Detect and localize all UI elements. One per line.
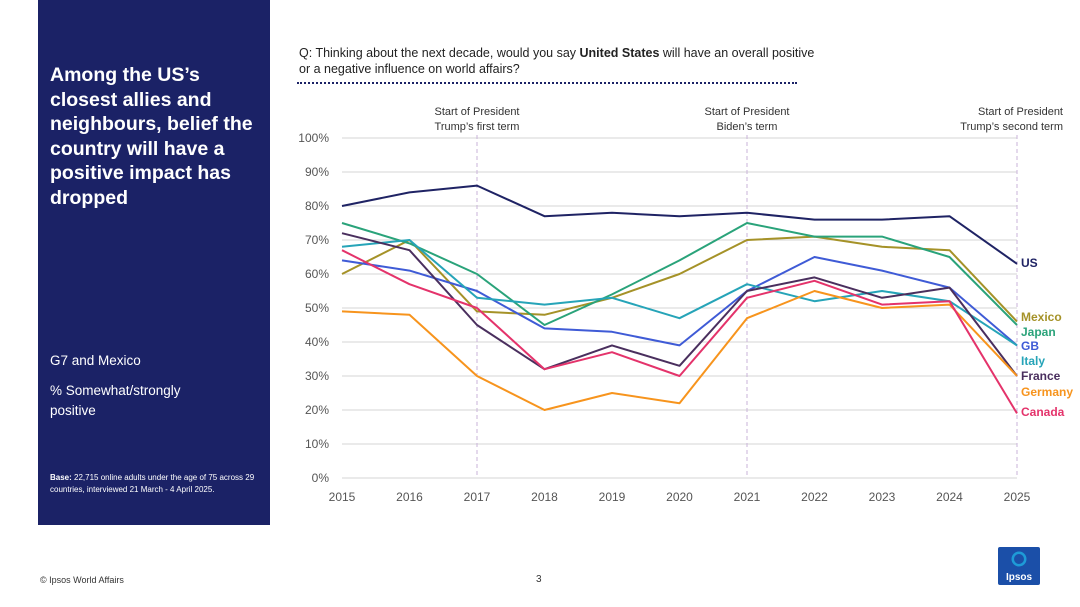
ipsos-logo: Ipsos: [998, 547, 1040, 585]
measure-label: % Somewhat/strongly positive: [50, 383, 181, 418]
x-tick-label: 2015: [329, 490, 356, 504]
series-line-france: [341, 232, 1018, 377]
series-label-canada: Canada: [1021, 405, 1065, 419]
x-axis: 2015 2016 2017 2018 2019 2020 2021 2022 2023 2024…: [329, 490, 1031, 504]
y-tick-label: 50%: [305, 301, 329, 315]
series-line-gb: [341, 256, 1018, 347]
series-label-japan: Japan: [1021, 325, 1056, 339]
y-tick-label: 30%: [305, 369, 329, 383]
event-annotation-line: Start of President: [435, 106, 520, 118]
x-tick-label: 2020: [666, 490, 693, 504]
event-annotation-line: Start of President: [705, 106, 790, 118]
y-tick-label: 0%: [312, 471, 330, 485]
series-label-gb: GB: [1021, 339, 1039, 353]
y-tick-label: 70%: [305, 233, 329, 247]
x-tick-label: 2016: [396, 490, 423, 504]
series-line-japan: [341, 222, 1018, 326]
series-line-germany: [341, 290, 1018, 411]
logo-text: Ipsos: [1006, 572, 1033, 583]
event-annotation-line: Start of President: [978, 106, 1063, 118]
copyright: © Ipsos World Affairs: [40, 575, 124, 585]
slide-title: Among the US’s closest allies and neighb…: [50, 64, 253, 209]
y-tick-label: 100%: [298, 131, 329, 145]
series-label-germany: Germany: [1021, 385, 1073, 399]
survey-question: Q: Thinking about the next decade, would…: [299, 45, 819, 77]
event-lines: [476, 135, 1018, 478]
x-tick-label: 2019: [599, 490, 626, 504]
series-label-mexico: Mexico: [1021, 310, 1062, 324]
series-lines: [341, 184, 1018, 414]
question-prefix: Q: Thinking about the next decade, would…: [299, 46, 580, 60]
series-label-us: US: [1021, 256, 1038, 270]
series-line-canada: [341, 249, 1018, 414]
sidebar-panel: [38, 0, 270, 525]
x-tick-label: 2017: [464, 490, 491, 504]
base-note: Base: 22,715 online adults under the age…: [50, 472, 260, 496]
y-tick-label: 90%: [305, 165, 329, 179]
question-divider: [297, 82, 797, 84]
group-label: G7 and Mexico: [50, 353, 141, 368]
series-line-mexico: [341, 235, 1018, 323]
y-tick-label: 10%: [305, 437, 329, 451]
x-tick-label: 2021: [734, 490, 761, 504]
y-tick-label: 20%: [305, 403, 329, 417]
question-suffix: will have an overall positive or a negat…: [299, 46, 815, 76]
logo-inner-circle: [1014, 554, 1024, 564]
series-line-us: [341, 184, 1018, 265]
event-annotation-line: Trump’s second term: [960, 121, 1063, 133]
series-label-italy: Italy: [1021, 354, 1045, 368]
x-tick-label: 2025: [1004, 490, 1031, 504]
x-tick-label: 2022: [801, 490, 828, 504]
question-country: United States: [579, 46, 660, 60]
y-tick-label: 80%: [305, 199, 329, 213]
x-tick-label: 2024: [936, 490, 963, 504]
x-tick-label: 2023: [869, 490, 896, 504]
page-number: 3: [536, 574, 542, 585]
event-annotation-line: Trump’s first term: [435, 121, 520, 133]
y-axis: 0% 10% 20% 30% 40% 50% 60% 70% 80% 90% 100%: [298, 131, 329, 485]
x-tick-label: 2018: [531, 490, 558, 504]
y-tick-label: 40%: [305, 335, 329, 349]
base-text: 22,715 online adults under the age of 75…: [50, 473, 255, 494]
base-label: Base:: [50, 473, 72, 482]
series-label-france: France: [1021, 369, 1061, 383]
event-annotations: Start of President Trump’s first term Star…: [435, 106, 1064, 133]
event-annotation-line: Biden’s term: [717, 121, 778, 133]
y-tick-label: 60%: [305, 267, 329, 281]
